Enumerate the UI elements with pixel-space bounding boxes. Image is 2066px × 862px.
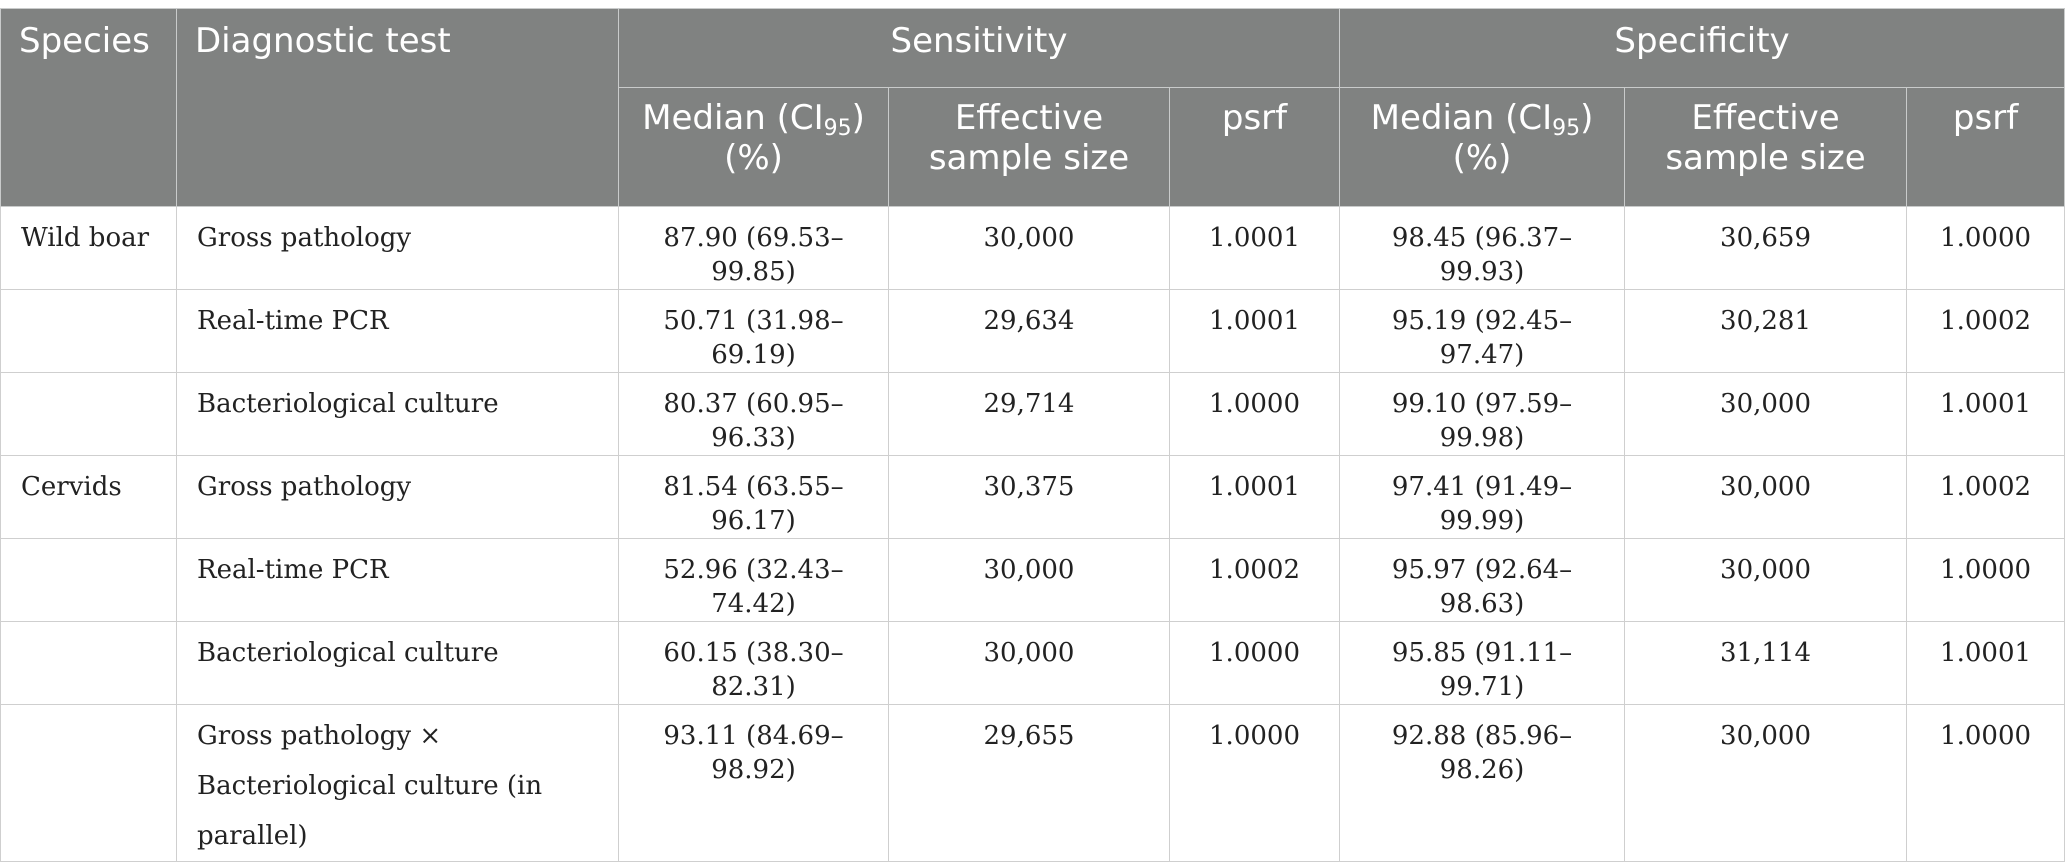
spec-psrf-cell: 1.0000 xyxy=(1906,538,2066,622)
median-label: Median (CI xyxy=(1370,98,1553,138)
test-cell: Bacteriological culture xyxy=(176,621,619,705)
header-spec-median: Median (CI95) (%) xyxy=(1339,87,1626,207)
spec-psrf-cell: 1.0002 xyxy=(1906,455,2066,539)
sens-ess-cell: 29,714 xyxy=(888,372,1170,456)
test-cell: Bacteriological culture xyxy=(176,372,619,456)
median-unit: (%) xyxy=(1452,138,1512,178)
sens-median-cell: 81.54 (63.55–96.17) xyxy=(618,455,889,539)
sens-psrf-cell: 1.0002 xyxy=(1168,538,1341,622)
ess-line2: sample size xyxy=(1665,138,1866,178)
ess-line1: Effective xyxy=(954,98,1104,138)
sens-median-cell: 80.37 (60.95–96.33) xyxy=(618,372,889,456)
header-sensitivity: Sensitivity xyxy=(617,8,1341,88)
table-row: Real-time PCR 50.71 (31.98–69.19) 29,634… xyxy=(0,289,2066,373)
ci-subscript: 95 xyxy=(1552,116,1581,141)
test-cell: Gross pathology xyxy=(176,455,619,539)
spec-median-cell: 97.41 (91.49–99.99) xyxy=(1339,455,1626,539)
sens-ess-cell: 29,634 xyxy=(888,289,1170,373)
sens-median-cell: 50.71 (31.98–69.19) xyxy=(618,289,889,373)
sens-ess-cell: 30,000 xyxy=(888,538,1170,622)
median-close: ) xyxy=(851,98,865,138)
species-cell: Wild boar xyxy=(0,206,177,290)
header-sens-psrf: psrf xyxy=(1168,87,1341,207)
species-cell: Cervids xyxy=(0,455,177,539)
species-cell xyxy=(0,704,177,862)
sens-psrf-cell: 1.0000 xyxy=(1168,372,1341,456)
median-unit: (%) xyxy=(724,138,783,178)
spec-psrf-cell: 1.0002 xyxy=(1906,289,2066,373)
spec-median-cell: 95.97 (92.64–98.63) xyxy=(1339,538,1626,622)
sens-psrf-cell: 1.0000 xyxy=(1168,621,1341,705)
test-cell: Real-time PCR xyxy=(176,289,619,373)
spec-median-cell: 98.45 (96.37–99.93) xyxy=(1339,206,1626,290)
spec-median-cell: 95.85 (91.11–99.71) xyxy=(1339,621,1626,705)
sens-median-cell: 87.90 (69.53–99.85) xyxy=(618,206,889,290)
table-body: Wild boar Gross pathology 87.90 (69.53–9… xyxy=(0,206,2066,862)
header-diagnostic-test: Diagnostic test xyxy=(176,8,619,207)
spec-ess-cell: 31,114 xyxy=(1624,621,1908,705)
median-close: ) xyxy=(1580,98,1594,138)
table-row: Real-time PCR 52.96 (32.43–74.42) 30,000… xyxy=(0,538,2066,622)
test-cell: Gross pathology xyxy=(176,206,619,290)
table-row: Cervids Gross pathology 81.54 (63.55–96.… xyxy=(0,455,2066,539)
sens-median-cell: 52.96 (32.43–74.42) xyxy=(618,538,889,622)
ess-line1: Effective xyxy=(1691,98,1840,138)
spec-psrf-cell: 1.0001 xyxy=(1906,372,2066,456)
spec-ess-cell: 30,659 xyxy=(1624,206,1908,290)
sens-median-cell: 60.15 (38.30–82.31) xyxy=(618,621,889,705)
table-row: Gross pathology × Bacteriological cultur… xyxy=(0,704,2066,862)
spec-median-cell: 95.19 (92.45–97.47) xyxy=(1339,289,1626,373)
sens-ess-cell: 30,375 xyxy=(888,455,1170,539)
spec-ess-cell: 30,281 xyxy=(1624,289,1908,373)
sens-psrf-cell: 1.0000 xyxy=(1168,704,1341,862)
table-row: Bacteriological culture 60.15 (38.30–82.… xyxy=(0,621,2066,705)
spec-ess-cell: 30,000 xyxy=(1624,538,1908,622)
sens-psrf-cell: 1.0001 xyxy=(1168,289,1341,373)
spec-psrf-cell: 1.0001 xyxy=(1906,621,2066,705)
test-cell: Real-time PCR xyxy=(176,538,619,622)
spec-ess-cell: 30,000 xyxy=(1624,704,1908,862)
header-sens-ess: Effective sample size xyxy=(888,87,1170,207)
spec-median-cell: 99.10 (97.59–99.98) xyxy=(1339,372,1626,456)
sens-median-cell: 93.11 (84.69–98.92) xyxy=(618,704,889,862)
table-row: Wild boar Gross pathology 87.90 (69.53–9… xyxy=(0,206,2066,290)
header-spec-ess: Effective sample size xyxy=(1624,87,1908,207)
header-species: Species xyxy=(0,8,177,207)
sens-ess-cell: 30,000 xyxy=(888,206,1170,290)
species-cell xyxy=(0,372,177,456)
table-row: Bacteriological culture 80.37 (60.95–96.… xyxy=(0,372,2066,456)
species-cell xyxy=(0,621,177,705)
species-cell xyxy=(0,538,177,622)
sens-psrf-cell: 1.0001 xyxy=(1168,206,1341,290)
spec-psrf-cell: 1.0000 xyxy=(1906,206,2066,290)
header-specificity: Specificity xyxy=(1339,8,2066,88)
species-cell xyxy=(0,289,177,373)
test-cell: Gross pathology × Bacteriological cultur… xyxy=(176,704,619,862)
header-sens-median: Median (CI95) (%) xyxy=(618,87,889,207)
spec-ess-cell: 30,000 xyxy=(1624,455,1908,539)
sens-psrf-cell: 1.0001 xyxy=(1168,455,1341,539)
header-spec-psrf: psrf xyxy=(1906,87,2066,207)
sens-ess-cell: 29,655 xyxy=(888,704,1170,862)
sens-ess-cell: 30,000 xyxy=(888,621,1170,705)
spec-ess-cell: 30,000 xyxy=(1624,372,1908,456)
ess-line2: sample size xyxy=(928,138,1130,178)
table-header: Species Diagnostic test Sensitivity Spec… xyxy=(0,8,2066,207)
ci-subscript: 95 xyxy=(823,116,852,141)
spec-median-cell: 92.88 (85.96–98.26) xyxy=(1339,704,1626,862)
median-label: Median (CI xyxy=(642,98,824,138)
results-table: Species Diagnostic test Sensitivity Spec… xyxy=(0,8,2066,862)
spec-psrf-cell: 1.0000 xyxy=(1906,704,2066,862)
